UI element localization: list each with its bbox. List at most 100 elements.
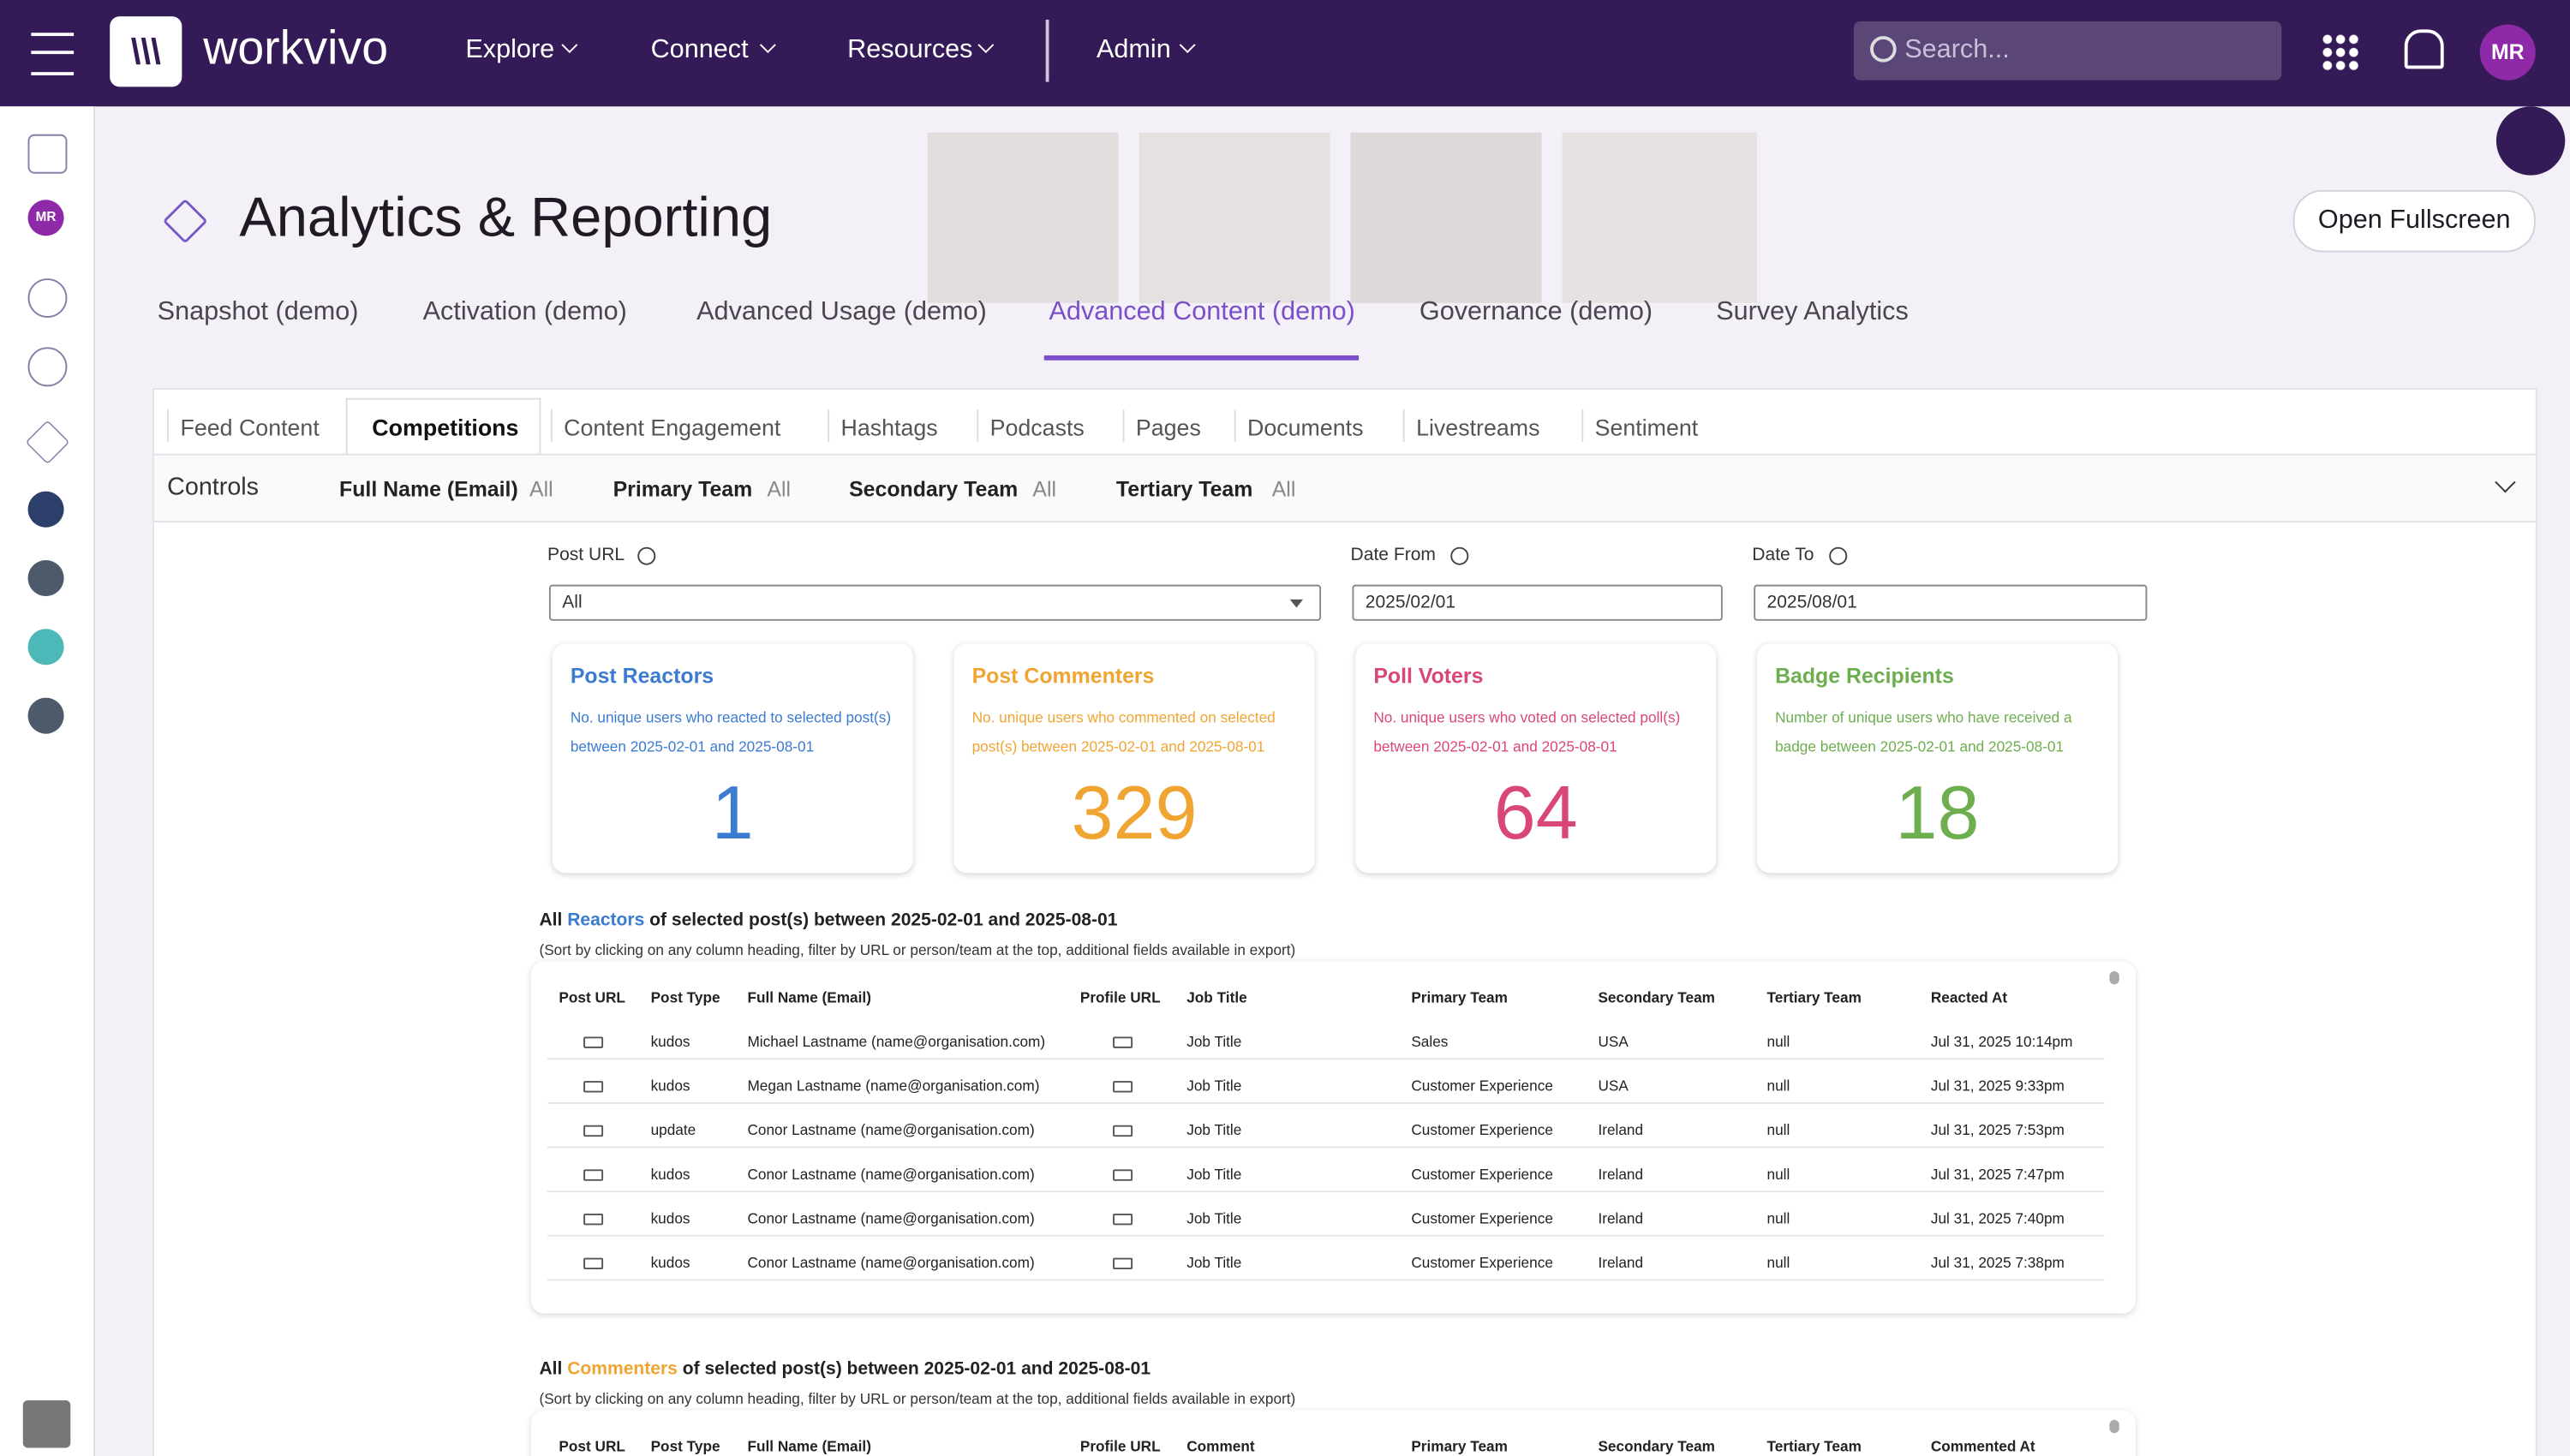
column-header[interactable]: Post URL: [559, 989, 625, 1006]
link-icon[interactable]: [583, 1169, 604, 1181]
nav-item[interactable]: Connect: [650, 36, 749, 64]
link-icon[interactable]: [583, 1036, 604, 1048]
scrollbar: [2109, 970, 2119, 985]
column-header[interactable]: Tertiary Team: [1766, 989, 1862, 1006]
chat-icon[interactable]: [27, 347, 68, 387]
filter-name[interactable]: Secondary Team: [849, 476, 1019, 502]
link-icon[interactable]: [583, 1257, 604, 1270]
avatar[interactable]: MR: [2479, 24, 2536, 81]
table-cell: Job Title: [1186, 1033, 1242, 1050]
fullscreen-button[interactable]: Open Fullscreen: [2292, 189, 2536, 253]
column-header[interactable]: Post Type: [650, 1437, 720, 1455]
column-header[interactable]: Profile URL: [1079, 989, 1161, 1006]
sidebar-avatar[interactable]: MR: [27, 200, 64, 236]
app-icon[interactable]: [27, 559, 64, 597]
menu-icon[interactable]: [31, 33, 75, 75]
field-input[interactable]: 2025/08/01: [1754, 584, 2148, 621]
sidebar-logo[interactable]: [22, 1399, 71, 1448]
bell-icon[interactable]: [2404, 29, 2444, 69]
app-icon[interactable]: [27, 629, 64, 665]
link-icon[interactable]: [1113, 1081, 1133, 1093]
subtab[interactable]: Podcasts: [989, 414, 1085, 441]
logo[interactable]: \\\: [110, 16, 182, 87]
app-icon[interactable]: [27, 491, 64, 528]
column-header[interactable]: Post URL: [559, 1437, 625, 1455]
column-header[interactable]: Job Title: [1186, 989, 1247, 1006]
scrollbar: [2109, 1419, 2119, 1434]
link-icon[interactable]: [1113, 1257, 1133, 1270]
column-header[interactable]: Profile URL: [1079, 1437, 1161, 1455]
column-header[interactable]: Commented At: [1930, 1437, 2035, 1455]
tab[interactable]: Advanced Usage (demo): [696, 298, 987, 326]
section-note: (Sort by clicking on any column heading,…: [539, 1390, 1296, 1407]
nav-item[interactable]: Admin: [1096, 36, 1171, 64]
chevron: [759, 37, 776, 54]
table-cell: Job Title: [1186, 1254, 1242, 1271]
tab[interactable]: Governance (demo): [1419, 298, 1653, 326]
subtab[interactable]: Feed Content: [180, 414, 320, 441]
column-header[interactable]: Full Name (Email): [747, 989, 871, 1006]
app-icon[interactable]: [27, 697, 64, 734]
filter-name[interactable]: Full Name (Email): [339, 476, 518, 502]
layers-icon[interactable]: [25, 420, 70, 465]
subtab-divider: [345, 397, 541, 456]
tab[interactable]: Advanced Content (demo): [1049, 298, 1355, 326]
ai-button[interactable]: [2495, 106, 2566, 176]
card-description: Number of unique users who have received…: [1775, 709, 2072, 755]
table-cell: Ireland: [1598, 1254, 1644, 1271]
table-cell: update: [650, 1121, 696, 1139]
nav-item[interactable]: Resources: [847, 36, 973, 64]
tab[interactable]: Survey Analytics: [1716, 298, 1909, 326]
section-heading: All Reactors of selected post(s) between…: [539, 910, 1117, 930]
column-header[interactable]: Post Type: [650, 989, 720, 1006]
table-cell: Customer Experience: [1411, 1077, 1553, 1095]
column-header[interactable]: Comment: [1186, 1437, 1255, 1455]
tab[interactable]: Snapshot (demo): [157, 298, 359, 326]
column-header[interactable]: Primary Team: [1411, 989, 1508, 1006]
column-header[interactable]: Primary Team: [1411, 1437, 1508, 1455]
column-header[interactable]: Tertiary Team: [1766, 1437, 1862, 1455]
search-box[interactable]: Search...: [1853, 21, 2282, 81]
field-input[interactable]: 2025/02/01: [1352, 584, 1723, 621]
table-cell: Jul 31, 2025 9:33pm: [1930, 1077, 2065, 1095]
subtab[interactable]: Sentiment: [1594, 414, 1699, 441]
subtab[interactable]: Hashtags: [840, 414, 938, 441]
link-icon[interactable]: [1113, 1036, 1133, 1048]
table-cell: Jul 31, 2025 10:14pm: [1930, 1033, 2073, 1050]
subtab-divider: [167, 409, 170, 443]
row-divider: [547, 1234, 2105, 1237]
field-input[interactable]: All: [548, 584, 1322, 621]
metric-card: Badge Recipients Number of unique users w…: [1757, 643, 2118, 874]
table-cell: Jul 31, 2025 7:38pm: [1930, 1254, 2065, 1271]
table-cell: null: [1766, 1121, 1790, 1139]
tab[interactable]: Activation (demo): [422, 298, 627, 326]
apps-icon[interactable]: [2321, 33, 2361, 73]
link-icon[interactable]: [583, 1213, 604, 1226]
subtab[interactable]: Pages: [1135, 414, 1201, 441]
link-icon[interactable]: [583, 1125, 604, 1137]
filter-value: All: [529, 476, 553, 502]
explore-icon[interactable]: [27, 278, 68, 318]
nav-item[interactable]: Explore: [465, 36, 555, 64]
link-icon[interactable]: [583, 1081, 604, 1093]
chevron: [561, 37, 578, 54]
column-header[interactable]: Secondary Team: [1598, 1437, 1715, 1455]
link-icon[interactable]: [1113, 1169, 1133, 1181]
heading-prefix: All: [539, 1359, 563, 1380]
info-icon: [1829, 546, 1848, 565]
subtab[interactable]: Documents: [1246, 414, 1364, 441]
filter-name[interactable]: Tertiary Team: [1115, 476, 1253, 502]
subtab[interactable]: Livestreams: [1416, 414, 1540, 441]
table-cell: null: [1766, 1077, 1790, 1095]
column-header[interactable]: Full Name (Email): [747, 1437, 871, 1455]
link-icon[interactable]: [1113, 1213, 1133, 1226]
home-icon[interactable]: [27, 134, 68, 174]
subtab[interactable]: Content Engagement: [564, 414, 781, 441]
column-header[interactable]: Reacted At: [1930, 989, 2008, 1006]
filter-name[interactable]: Primary Team: [613, 476, 753, 502]
link-icon[interactable]: [1113, 1125, 1133, 1137]
table-cell: kudos: [650, 1254, 690, 1271]
subtab[interactable]: Competitions: [372, 414, 519, 441]
table-cell: Job Title: [1186, 1166, 1242, 1183]
column-header[interactable]: Secondary Team: [1598, 989, 1715, 1006]
